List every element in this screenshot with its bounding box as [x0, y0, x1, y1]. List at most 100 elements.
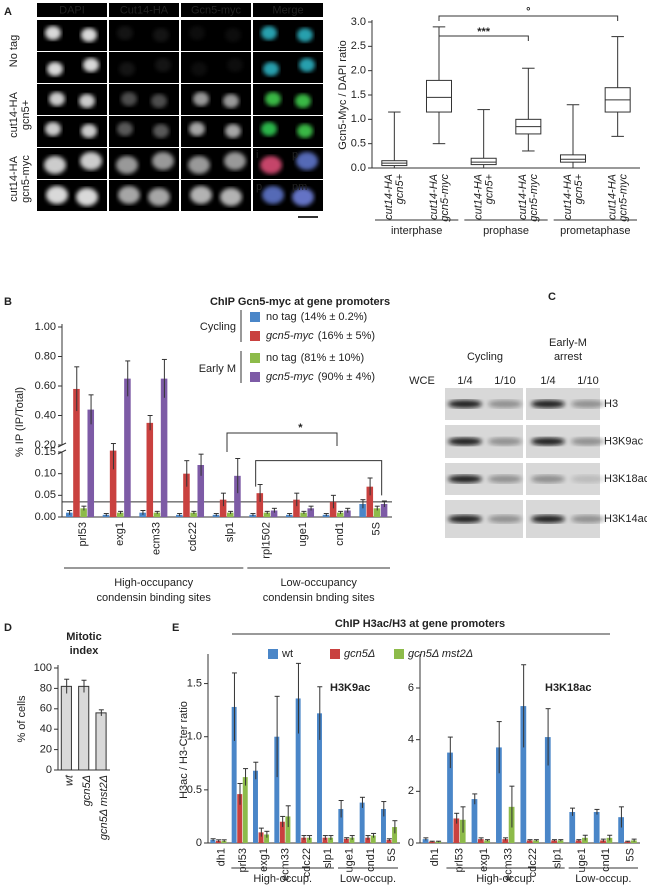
chart-subtitle: H3K9ac: [330, 682, 370, 694]
y-axis-label: Gcn5-Myc / DAPI ratio: [337, 40, 349, 149]
cell-signal: [155, 58, 171, 72]
dilution-label: 1/4: [457, 375, 472, 387]
channel-header-bg: [109, 3, 179, 17]
cell-signal: [193, 92, 209, 106]
y-tick-label: 3.0: [351, 16, 366, 28]
bar: [234, 475, 241, 517]
cell-signal: [297, 124, 313, 138]
row-label: No tag: [8, 35, 20, 67]
y-tick-label: 6: [408, 682, 414, 694]
legend-detail: (16% ± 5%): [318, 330, 375, 342]
significance-bracket: [438, 15, 619, 21]
blot-band: [571, 515, 605, 523]
cell-signal: [153, 124, 169, 138]
cell-signal: [119, 62, 135, 76]
cell-signal: [83, 58, 99, 72]
row-label: gcn5+: [20, 100, 32, 130]
bar: [349, 837, 355, 843]
bar: [337, 512, 344, 517]
bar: [301, 837, 307, 843]
bar: [73, 388, 80, 517]
blot-band: [448, 400, 482, 408]
cell-signal: [220, 188, 242, 206]
x-tick-label: gcn5-myc: [528, 174, 540, 222]
bar: [520, 706, 527, 843]
dilution-label: 1/10: [494, 375, 515, 387]
legend-swatch: [250, 372, 260, 382]
x-tick-label: dh1: [216, 848, 228, 866]
y-tick-label: 0.00: [35, 511, 56, 523]
bar: [630, 840, 637, 843]
x-tick-label: prl53: [237, 848, 249, 872]
blot-band: [571, 475, 605, 483]
inset-label: i: [256, 149, 258, 161]
bar: [264, 834, 270, 843]
bar: [526, 840, 533, 843]
blot-row-label: H3K14ac: [604, 513, 647, 525]
cell-signal: [297, 28, 313, 42]
legend-group-label: Cycling: [200, 321, 236, 333]
group-label: High-occup.: [476, 873, 535, 885]
legend-name: no tag: [266, 352, 297, 364]
bar: [285, 816, 291, 843]
blot-band: [531, 515, 565, 523]
dilution-label: 1/4: [540, 375, 555, 387]
bar: [344, 510, 351, 517]
bar: [160, 378, 168, 517]
legend-detail: (81% ± 10%): [301, 352, 365, 364]
bar: [227, 512, 234, 517]
legend-entry: wt: [281, 648, 293, 660]
cell-signal: [225, 28, 241, 42]
bar: [551, 840, 558, 843]
y-tick-label: 2: [408, 785, 414, 797]
blot-band: [448, 437, 482, 446]
group-label: condensin binding sites: [96, 592, 211, 604]
x-tick-label: slp1: [551, 848, 563, 868]
cell-signal: [81, 28, 97, 42]
blot-band: [571, 400, 605, 408]
blot-band: [488, 475, 522, 483]
blot-band: [531, 437, 565, 446]
bar: [392, 827, 398, 843]
box: [559, 154, 587, 163]
cell-signal: [121, 92, 137, 106]
bar: [422, 839, 429, 843]
y-tick-label: 1.0: [351, 113, 366, 125]
cell-signal: [225, 124, 241, 138]
bar: [593, 812, 600, 843]
y-tick-label: 4: [408, 734, 414, 746]
y-tick-label: 1.5: [351, 89, 366, 101]
cell-signal: [263, 62, 279, 76]
y-tick-label: 100: [34, 662, 52, 674]
row-label: cut14-HA: [8, 155, 20, 202]
y-tick-label: 0.10: [35, 468, 56, 480]
cell-signal: [81, 124, 97, 138]
bar: [338, 808, 344, 843]
x-tick-label: cdc22: [187, 522, 199, 551]
legend-entry: gcn5-myc (16% ± 5%): [266, 330, 375, 342]
cell-signal: [262, 186, 284, 204]
significance-label: *: [298, 422, 303, 434]
channel-header-bg: [37, 3, 107, 17]
blot-band: [571, 437, 605, 446]
x-tick-label: ecm33: [502, 848, 514, 881]
legend-swatch: [394, 649, 404, 659]
x-tick-label: gcn5-myc: [618, 174, 630, 222]
chart-title: index: [70, 645, 100, 657]
x-tick-label: 5S: [625, 848, 637, 861]
y-tick-label: 0.0: [351, 162, 366, 174]
y-tick-label: 0.60: [35, 380, 56, 392]
y-tick-label: 0.20: [35, 439, 56, 451]
x-tick-label: exg1: [258, 848, 270, 872]
bar: [435, 841, 442, 843]
bar: [256, 493, 264, 517]
cell-signal: [44, 156, 66, 174]
bar: [231, 706, 237, 843]
bar: [429, 841, 435, 843]
condition-label: Early-M: [549, 337, 587, 349]
significance-label: °: [526, 6, 530, 18]
bar: [484, 840, 491, 843]
group-label: Low-occupancy: [280, 577, 357, 589]
x-tick-label: ecm33: [280, 848, 292, 881]
